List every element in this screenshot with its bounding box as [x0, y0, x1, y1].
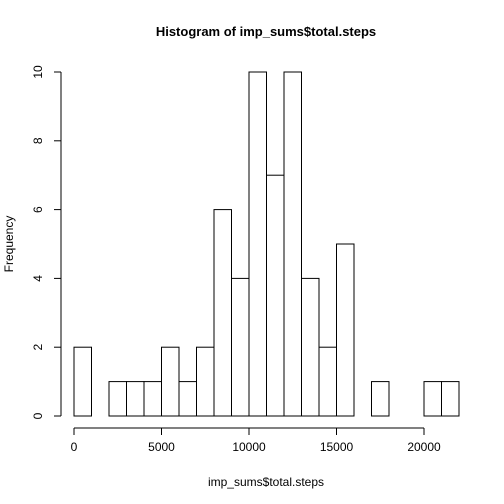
- y-tick-label: 10: [31, 65, 45, 79]
- histogram-bar: [73, 346, 92, 417]
- histogram-bar: [231, 277, 250, 417]
- histogram-bar: [336, 243, 355, 417]
- histogram-bar: [196, 346, 215, 417]
- y-tick-label: 4: [31, 275, 45, 282]
- chart-title: Histogram of imp_sums$total.steps: [156, 24, 376, 39]
- histogram-bar: [283, 71, 302, 417]
- x-tick-label: 10000: [232, 440, 266, 454]
- y-tick-label: 0: [31, 412, 45, 419]
- histogram-bar: [423, 381, 442, 417]
- histogram-bar: [143, 381, 162, 417]
- x-axis-label: imp_sums$total.steps: [208, 475, 324, 489]
- bars-group: [73, 71, 460, 417]
- x-tick-label: 15000: [320, 440, 354, 454]
- histogram-bar: [178, 381, 197, 417]
- histogram-bar: [371, 381, 390, 417]
- histogram-bar: [161, 346, 180, 417]
- x-tick-label: 0: [71, 440, 78, 454]
- x-axis: 0 5000 10000 15000 20000: [71, 427, 441, 454]
- y-axis: 0 2 4 6 8 10: [31, 65, 62, 419]
- y-tick-label: 6: [31, 206, 45, 213]
- x-tick-label: 20000: [407, 440, 441, 454]
- histogram-bar: [126, 381, 145, 417]
- y-tick-label: 2: [31, 344, 45, 351]
- histogram-bar: [248, 71, 267, 417]
- y-tick-label: 8: [31, 137, 45, 144]
- histogram-bar: [301, 277, 320, 417]
- histogram-bar: [213, 209, 232, 417]
- histogram-bar: [108, 381, 127, 417]
- histogram-bar: [266, 174, 285, 417]
- histogram-bar: [441, 381, 460, 417]
- y-axis-label: Frequency: [2, 216, 16, 273]
- x-tick-label: 5000: [148, 440, 175, 454]
- histogram-bar: [318, 346, 337, 417]
